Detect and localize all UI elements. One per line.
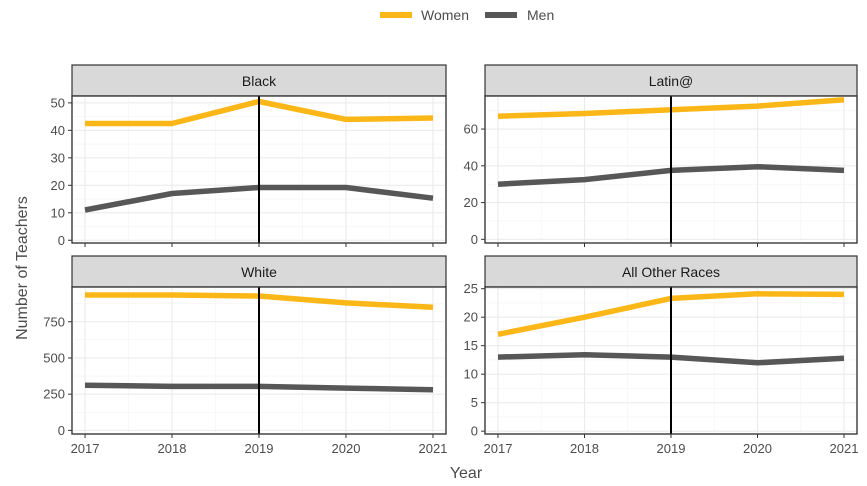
panel-all-other-races: All Other Races 0 5 10 15 20 25 2017 2018 2019 202…: [464, 255, 859, 456]
x-tick-label: 2020: [332, 441, 361, 456]
y-tick-label: 250: [43, 387, 65, 402]
y-tick-label: 40: [51, 123, 65, 138]
strip-title-latin: Latin@: [649, 73, 694, 89]
y-tick-label: 0: [58, 423, 65, 438]
strip-latin: [484, 64, 858, 97]
x-tick-label: 2021: [830, 441, 859, 456]
y-tick-label: 20: [464, 310, 478, 325]
legend-label-women: Women: [421, 7, 469, 23]
panel-latin: Latin@ 0 20 40 60: [464, 64, 858, 247]
y-tick-label: 0: [471, 232, 478, 247]
x-tick-label: 2018: [158, 441, 187, 456]
y-tick-label: 750: [43, 314, 65, 329]
strip-title-white: White: [241, 264, 277, 280]
strip-white: [71, 255, 447, 288]
y-tick-label: 0: [58, 233, 65, 248]
y-tick-label: 40: [464, 158, 478, 173]
y-axis-title: Number of Teachers: [14, 196, 31, 340]
x-tick-label: 2020: [743, 441, 772, 456]
panel-black: Black 0 10 20 30 40 50: [51, 64, 447, 248]
y-tick-label: 60: [464, 122, 478, 137]
y-tick-label: 30: [51, 150, 65, 165]
panels: Black01020304050Latin@0204060White025050…: [43, 64, 859, 456]
strip-title-black: Black: [242, 73, 277, 89]
y-tick-label: 15: [464, 338, 478, 353]
strip-black: [71, 64, 447, 97]
x-axis-title: Year: [450, 465, 483, 481]
legend-label-men: Men: [527, 7, 554, 23]
strip-title-all-other-races: All Other Races: [622, 264, 720, 280]
y-tick-label: 10: [464, 367, 478, 382]
y-tick-label: 20: [464, 195, 478, 210]
x-tick-label: 2019: [657, 441, 686, 456]
legend: Women Men: [380, 7, 554, 23]
y-tick-label: 10: [51, 205, 65, 220]
y-tick-label: 500: [43, 350, 65, 365]
y-tick-label: 5: [471, 395, 478, 410]
x-tick-label: 2017: [484, 441, 513, 456]
y-tick-label: 50: [51, 95, 65, 110]
y-tick-label: 0: [471, 424, 478, 439]
x-tick-label: 2019: [245, 441, 274, 456]
x-tick-label: 2018: [570, 441, 599, 456]
panel-white: White 0 250 500 750 2017 2018 2019 2020 2021: [43, 255, 447, 456]
y-tick-label: 25: [464, 281, 478, 296]
y-tick-label: 20: [51, 178, 65, 193]
x-tick-label: 2017: [71, 441, 100, 456]
x-tick-label: 2021: [418, 441, 447, 456]
strip-all-other-races: [484, 255, 858, 288]
